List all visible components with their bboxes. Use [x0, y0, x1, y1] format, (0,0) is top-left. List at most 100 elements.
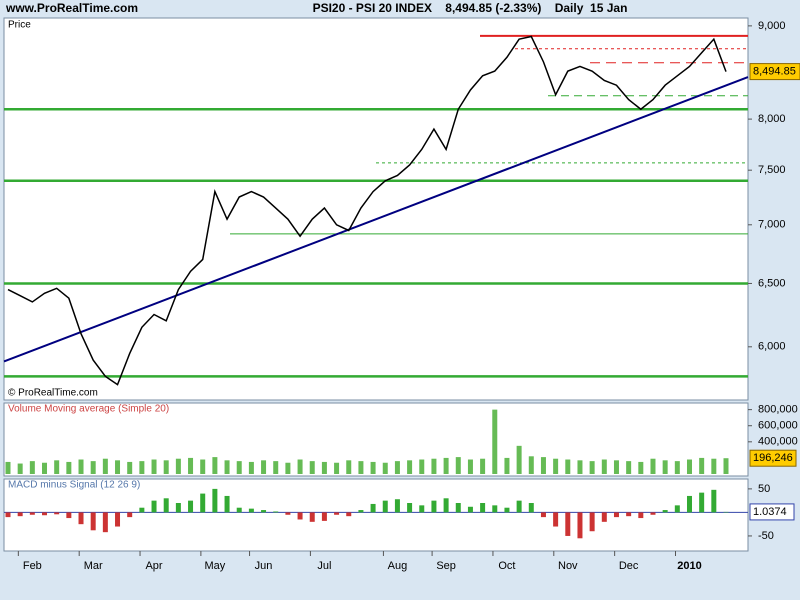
volume-bar — [723, 458, 729, 474]
x-tick-label: Aug — [388, 560, 408, 572]
volume-bar — [528, 456, 534, 474]
volume-bar — [175, 458, 181, 474]
macd-bar — [78, 512, 84, 525]
volume-bar — [431, 458, 437, 474]
price-line — [7, 35, 727, 386]
macd-bar — [309, 512, 315, 522]
macd-bar — [248, 508, 254, 513]
volume-bar — [650, 458, 656, 474]
volume-bar — [29, 461, 35, 474]
x-tick-label: Feb — [23, 560, 42, 572]
macd-bar — [419, 505, 425, 513]
volume-bar — [236, 461, 242, 474]
y-tick-label: 6,000 — [758, 341, 786, 353]
macd-bar — [29, 512, 35, 515]
macd-bar — [127, 512, 133, 518]
volume-bar — [78, 459, 84, 474]
volume-bar — [407, 460, 413, 474]
volume-title: Volume Moving average (Simple 20) — [8, 404, 169, 415]
volume-bar — [504, 457, 510, 474]
volume-bar — [17, 463, 23, 474]
volume-bar — [601, 459, 607, 474]
chart-title: PSI20 - PSI 20 INDEX 8,494.85 (-2.33%) D… — [313, 1, 628, 15]
volume-bar — [553, 458, 559, 474]
volume-bar — [516, 445, 522, 474]
volume-bar — [334, 462, 340, 474]
macd-bar — [601, 512, 607, 522]
macd-bar — [674, 505, 680, 513]
volume-bar — [42, 462, 48, 474]
volume-bar — [577, 460, 583, 474]
macd-bar — [528, 503, 534, 513]
x-tick-label: Nov — [558, 560, 578, 572]
volume-bar — [626, 461, 632, 474]
volume-bar — [321, 461, 327, 474]
volume-bar — [139, 461, 145, 474]
macd-bar — [370, 503, 376, 513]
macd-bar — [224, 495, 230, 513]
macd-bar — [115, 512, 121, 527]
volume-bar — [358, 461, 364, 474]
y-tick-label: 400,000 — [758, 436, 798, 448]
macd-bar — [188, 500, 194, 513]
volume-bar — [370, 461, 376, 474]
x-tick-label: Jun — [255, 560, 273, 572]
volume-bar — [212, 457, 218, 474]
macd-bar — [297, 512, 303, 520]
y-tick-label: 7,000 — [758, 219, 786, 231]
macd-bar — [638, 512, 644, 519]
macd-bar — [358, 510, 364, 513]
copyright: © ProRealTime.com — [8, 388, 98, 399]
x-tick-label: 2010 — [677, 560, 701, 572]
last-volume-box — [749, 449, 797, 467]
volume-bar — [54, 460, 60, 474]
volume-bar — [662, 460, 668, 474]
y-tick-label: 7,500 — [758, 164, 786, 176]
macd-bar — [455, 503, 461, 513]
macd-bar — [5, 512, 11, 518]
volume-bar — [699, 457, 705, 474]
volume-bar — [200, 459, 206, 474]
macd-bar — [236, 507, 242, 513]
macd-bar — [577, 512, 583, 539]
macd-bar — [90, 512, 96, 531]
volume-bar — [248, 461, 254, 474]
y-tick-label: 9,000 — [758, 20, 786, 32]
site: www.ProRealTime.com — [5, 1, 138, 15]
volume-bar — [686, 459, 692, 474]
volume-bar — [443, 457, 449, 474]
macd-bar — [686, 495, 692, 513]
macd-bar — [212, 488, 218, 513]
trendline — [3, 76, 749, 363]
volume-bar — [5, 461, 11, 474]
last-price-label: 8,494.85 — [753, 66, 796, 78]
macd-bar — [565, 512, 571, 536]
macd-bar — [443, 498, 449, 513]
volume-bar — [711, 458, 717, 474]
macd-bar — [54, 512, 60, 515]
macd-bar — [102, 512, 108, 533]
macd-bar — [261, 510, 267, 513]
x-tick-label: Sep — [436, 560, 456, 572]
volume-bar — [285, 462, 291, 474]
macd-bar — [42, 512, 48, 516]
x-tick-label: Mar — [84, 560, 103, 572]
macd-bar — [394, 499, 400, 513]
volume-bar — [589, 461, 595, 474]
volume-bar — [565, 459, 571, 474]
macd-bar — [540, 512, 546, 518]
macd-bar — [382, 500, 388, 513]
macd-bar — [175, 503, 181, 513]
volume-bar — [102, 458, 108, 474]
volume-bar — [419, 459, 425, 474]
x-tick-label: Dec — [619, 560, 639, 572]
volume-bar — [163, 460, 169, 474]
macd-bar — [407, 503, 413, 513]
macd-bar — [334, 512, 340, 515]
volume-bar — [224, 460, 230, 474]
macd-bar — [492, 505, 498, 513]
y-tick-label: 6,500 — [758, 277, 786, 289]
volume-bar — [115, 460, 121, 474]
macd-bar — [516, 500, 522, 513]
volume-bar — [151, 459, 157, 474]
